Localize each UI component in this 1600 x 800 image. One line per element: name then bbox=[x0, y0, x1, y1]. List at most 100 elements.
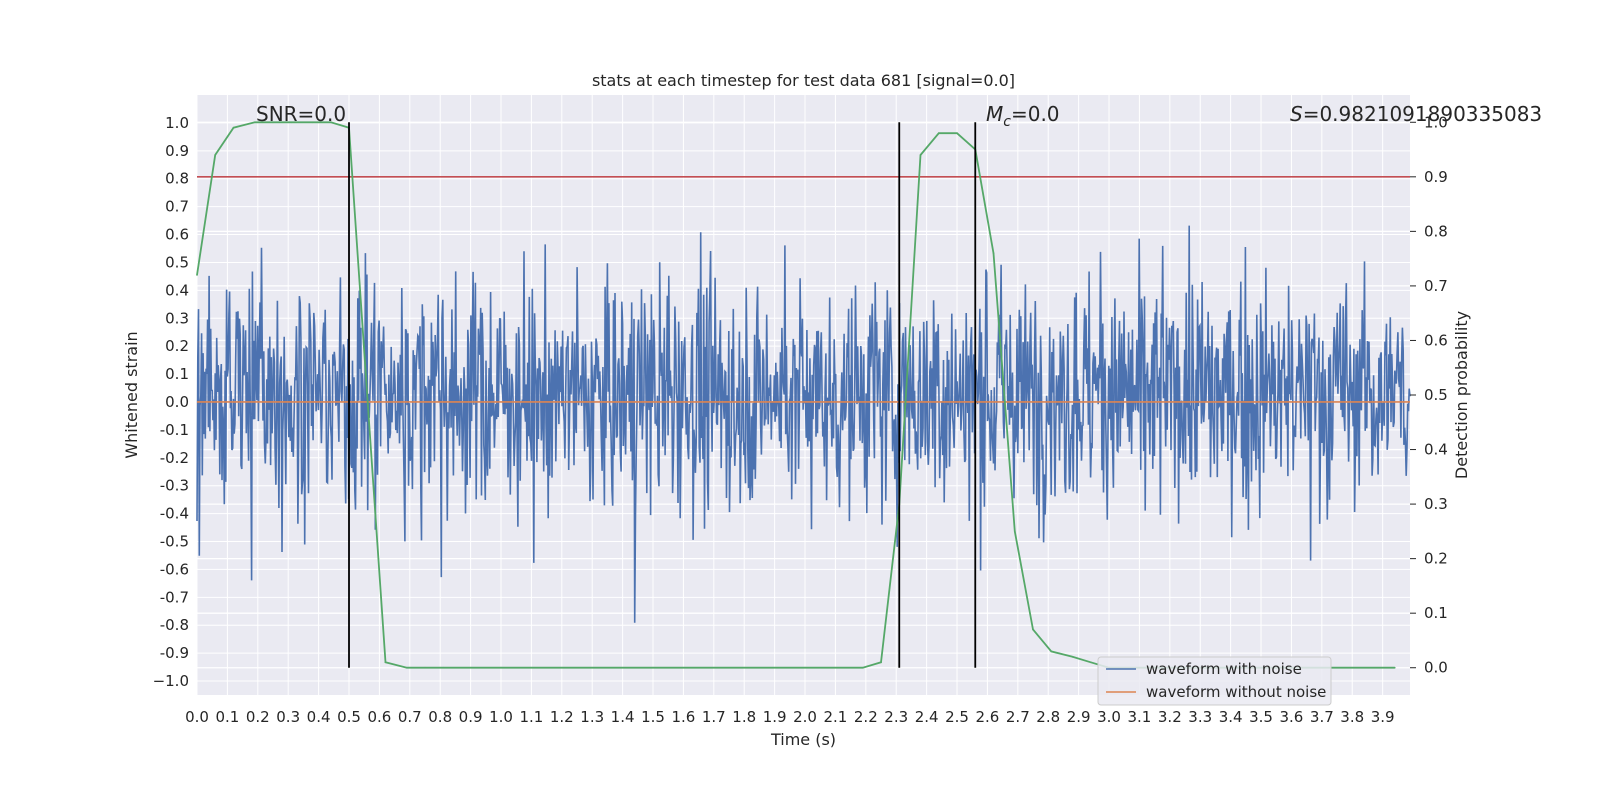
y-tick-label: -0.2 bbox=[160, 449, 189, 467]
y2-tick-label: 0.5 bbox=[1424, 386, 1448, 404]
legend: waveform with noise waveform without noi… bbox=[1097, 656, 1332, 706]
probability-point bbox=[366, 394, 369, 396]
y2-tick-label: 0.1 bbox=[1424, 604, 1448, 622]
x-tick-label: 1.4 bbox=[611, 708, 635, 726]
y-tick-label: 0.5 bbox=[165, 253, 189, 271]
y2-tick-label: 0.0 bbox=[1424, 659, 1448, 677]
vertical-markers bbox=[348, 122, 977, 668]
probability-point bbox=[384, 661, 387, 664]
x-tick-label: 2.2 bbox=[854, 708, 878, 726]
mc-subscript: c bbox=[1003, 114, 1011, 130]
probability-point bbox=[804, 666, 806, 669]
probability-point bbox=[196, 274, 198, 276]
x-tick-label: 3.7 bbox=[1310, 708, 1334, 726]
mc-value: =0.0 bbox=[1011, 102, 1060, 126]
probability-point bbox=[1032, 628, 1034, 631]
x-tick-label: 1.1 bbox=[519, 708, 543, 726]
y2-tick-label: 0.6 bbox=[1424, 331, 1448, 349]
s-annotation: S=0.9821091890335083 bbox=[1290, 102, 1542, 126]
x-tick-label: 2.0 bbox=[793, 708, 817, 726]
x-tick-label: 2.5 bbox=[945, 708, 969, 726]
x-axis-label: Time (s) bbox=[770, 730, 836, 749]
y2-axis-label: Detection probability bbox=[1452, 311, 1471, 479]
y-tick-label: −1.0 bbox=[153, 672, 189, 690]
probability-point bbox=[1050, 650, 1053, 653]
x-tick-label: 2.3 bbox=[884, 708, 908, 726]
x-tick-label: 2.6 bbox=[975, 708, 999, 726]
y-tick-label: -0.6 bbox=[160, 560, 189, 578]
x-tick-label: 3.5 bbox=[1249, 708, 1273, 726]
chart-title: stats at each timestep for test data 681… bbox=[592, 71, 1015, 90]
y2-tick-label: 0.2 bbox=[1424, 550, 1448, 568]
probability-point bbox=[329, 121, 332, 124]
y2-tick-label: 1.0 bbox=[1424, 113, 1448, 131]
x-tick-label: 2.1 bbox=[823, 708, 847, 726]
s-symbol: S bbox=[1290, 102, 1303, 126]
mc-symbol: M bbox=[986, 102, 1003, 126]
x-tick-label: 0.0 bbox=[185, 708, 209, 726]
probability-point bbox=[442, 666, 445, 669]
probability-point bbox=[652, 666, 654, 669]
mc-annotation: Mc=0.0 bbox=[986, 102, 1060, 130]
x-tick-label: 3.9 bbox=[1371, 708, 1395, 726]
x-tick-label: 2.4 bbox=[915, 708, 939, 726]
probability-point bbox=[253, 121, 256, 124]
y-tick-label: 0.3 bbox=[165, 309, 189, 327]
probability-point bbox=[861, 666, 864, 669]
x-tick-label: 3.3 bbox=[1188, 708, 1212, 726]
y-tick-label: 0.6 bbox=[165, 226, 189, 244]
x-tick-label: 0.4 bbox=[307, 708, 331, 726]
y2-axis-ticks: 1.0 0.9 0.8 0.7 0.6 0.5 0.4 0.3 0.2 0.1 0.0 bbox=[1410, 113, 1448, 677]
x-axis-ticks: 0.0 0.1 0.2 0.3 0.4 0.5 0.6 0.7 0.8 0.9 1.0 1.1 1.2 1… bbox=[185, 708, 1394, 726]
x-tick-label: 0.8 bbox=[428, 708, 452, 726]
probability-point bbox=[311, 121, 314, 124]
series-detection-probability bbox=[196, 121, 1396, 669]
y-tick-label: -0.7 bbox=[160, 588, 189, 606]
probability-point bbox=[1071, 656, 1074, 658]
x-tick-label: 0.6 bbox=[367, 708, 391, 726]
x-tick-label: 1.0 bbox=[489, 708, 513, 726]
x-tick-label: 0.9 bbox=[459, 708, 483, 726]
x-tick-label: 2.9 bbox=[1067, 708, 1091, 726]
y-tick-label: 0.4 bbox=[165, 281, 189, 299]
s-value: =0.9821091890335083 bbox=[1303, 102, 1542, 126]
x-tick-label: 1.7 bbox=[702, 708, 726, 726]
y-tick-label: 0.1 bbox=[165, 365, 189, 383]
legend-label-noise: waveform with noise bbox=[1146, 660, 1302, 678]
x-tick-label: 3.8 bbox=[1340, 708, 1364, 726]
x-tick-label: 2.7 bbox=[1006, 708, 1030, 726]
x-tick-label: 1.8 bbox=[732, 708, 756, 726]
x-tick-label: 2.8 bbox=[1036, 708, 1060, 726]
x-tick-label: 0.7 bbox=[398, 708, 422, 726]
probability-point bbox=[214, 154, 217, 156]
y2-tick-label: 0.8 bbox=[1424, 222, 1448, 240]
probability-point bbox=[919, 154, 922, 156]
probability-point bbox=[880, 661, 882, 664]
probability-point bbox=[424, 666, 426, 669]
y-tick-label: 0.7 bbox=[165, 198, 189, 216]
probability-point bbox=[405, 666, 408, 669]
y-tick-label: -0.9 bbox=[160, 644, 189, 662]
y-tick-label: -0.4 bbox=[160, 505, 189, 523]
x-tick-label: 3.1 bbox=[1128, 708, 1152, 726]
y-tick-label: -0.8 bbox=[160, 616, 189, 634]
y-tick-label: -0.5 bbox=[160, 533, 189, 551]
y-tick-label: 0.8 bbox=[165, 170, 189, 188]
x-tick-label: 3.4 bbox=[1219, 708, 1243, 726]
x-tick-label: 0.1 bbox=[215, 708, 239, 726]
x-tick-label: 0.5 bbox=[337, 708, 361, 726]
legend-label-clean: waveform without noise bbox=[1146, 683, 1326, 701]
y-axis-ticks: 1.0 0.9 0.8 0.7 0.6 0.5 0.4 0.3 0.2 0.1 0.0 -0.1 -0.… bbox=[153, 114, 189, 690]
probability-point bbox=[1013, 530, 1016, 533]
x-tick-label: 3.0 bbox=[1097, 708, 1121, 726]
y-tick-label: -0.3 bbox=[160, 477, 189, 495]
y-tick-label: 0.0 bbox=[165, 393, 189, 411]
x-tick-label: 0.2 bbox=[246, 708, 270, 726]
probability-point bbox=[937, 132, 940, 134]
probability-point bbox=[1089, 661, 1092, 664]
x-tick-label: 3.6 bbox=[1280, 708, 1304, 726]
noise-line bbox=[196, 225, 1411, 623]
series-waveform-with-noise bbox=[196, 225, 1411, 623]
legend-box bbox=[1097, 656, 1332, 706]
